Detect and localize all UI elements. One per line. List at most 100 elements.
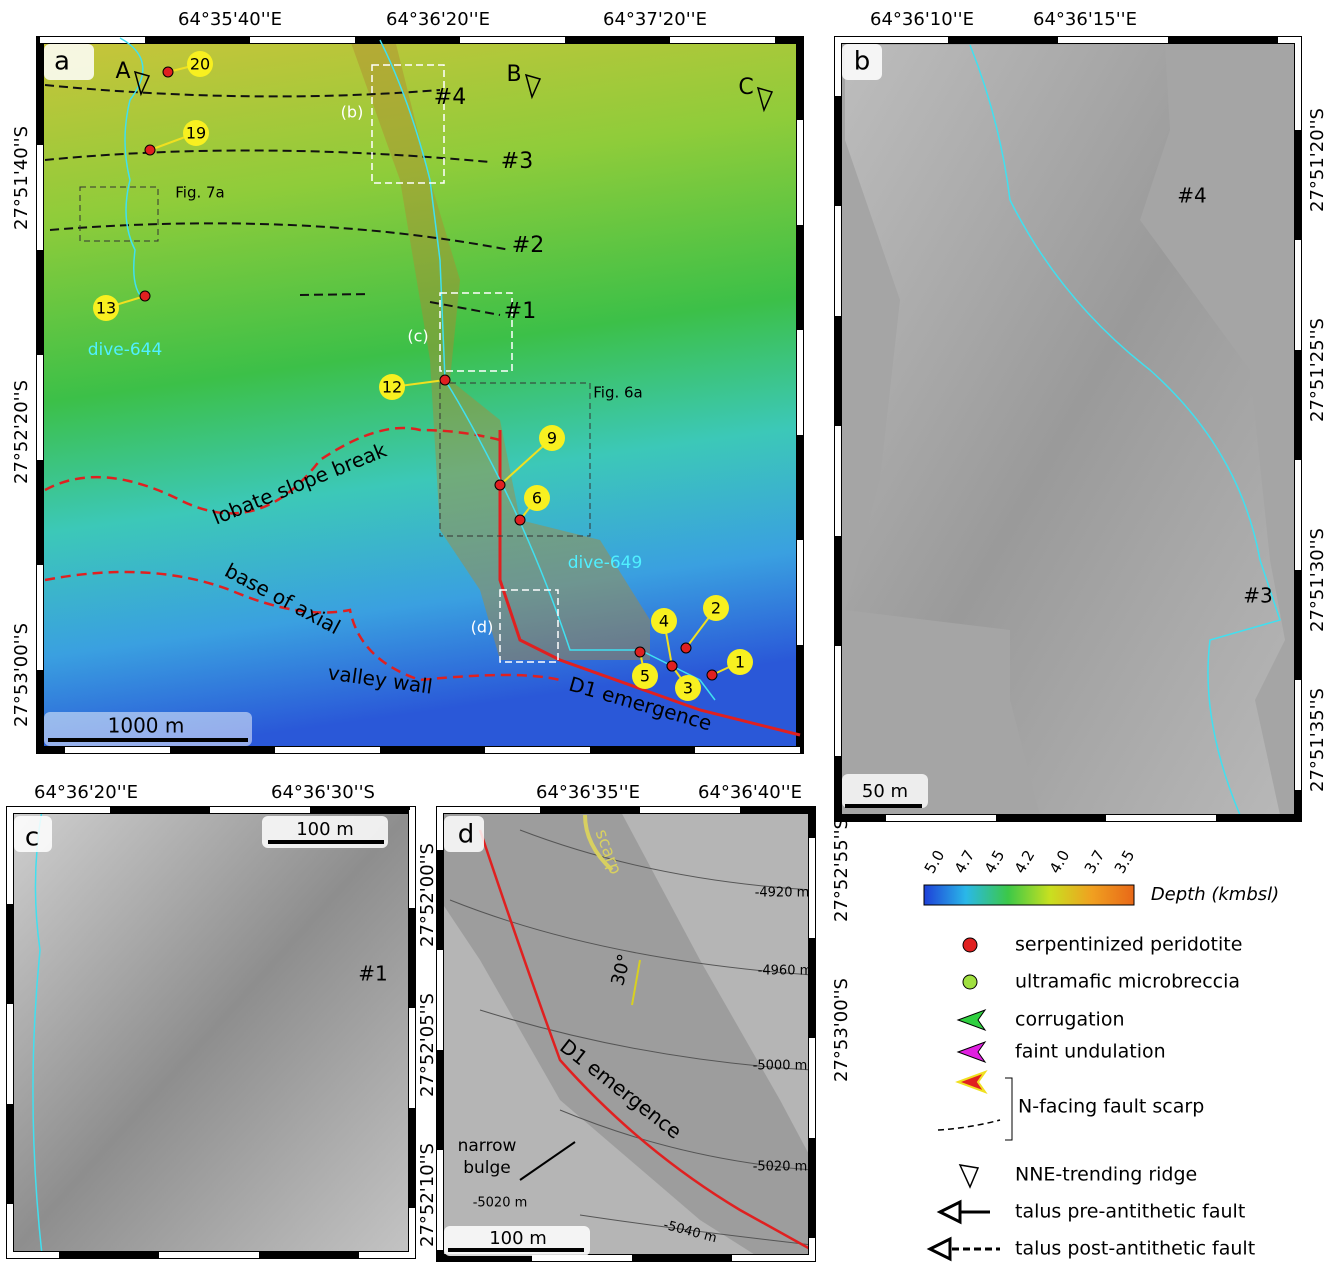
sample-number: 12 — [382, 378, 402, 397]
swatch-fault-scarp — [958, 1072, 985, 1092]
top-tick-label: 64°36'35''E — [536, 782, 640, 803]
bulge-label: bulge — [463, 1158, 511, 1178]
sample-number: 13 — [96, 299, 116, 318]
scale-label: 50 m — [862, 781, 908, 802]
left-tick-label: 27°51'40''S — [11, 126, 32, 230]
sample-site — [440, 375, 450, 385]
right-tick-label: 27°52'55''S — [831, 818, 852, 922]
legend-entry: ultramafic microbreccia — [1015, 971, 1240, 993]
right-tick-label: 27°52'05''S — [417, 993, 438, 1097]
legend-entry: talus post-antithetic fault — [1015, 1238, 1255, 1260]
bulge-label: narrow — [458, 1136, 517, 1156]
legend-entry: serpentinized peridotite — [1015, 934, 1242, 956]
dive-label: dive-644 — [88, 340, 163, 360]
sample-number: 19 — [186, 124, 206, 143]
legend-entry: NNE-trending ridge — [1015, 1164, 1197, 1186]
fault-label: #2 — [512, 233, 544, 258]
top-tick-label: 64°35'40''E — [178, 9, 282, 30]
figure-ref: Fig. 6a — [593, 384, 643, 402]
swatch-microbreccia — [963, 975, 977, 989]
right-tick-label: 27°52'10''S — [417, 1143, 438, 1247]
top-tick-label: 64°36'10''E — [870, 9, 974, 30]
right-tick-label: 27°51'20''S — [1307, 108, 1328, 212]
colorbar-title: Depth (kmbsl) — [1151, 884, 1279, 905]
colorbar-tick: 5.0 — [921, 847, 949, 877]
legend-entry: talus pre-antithetic fault — [1015, 1201, 1245, 1223]
legend-entry: corrugation — [1015, 1009, 1125, 1031]
scale-label: 100 m — [296, 819, 354, 840]
sample-site — [145, 145, 155, 155]
right-tick-label: 27°52'00''S — [417, 843, 438, 947]
sample-site — [667, 661, 677, 671]
left-tick-label: 27°53'00''S — [11, 623, 32, 727]
contour-label: -5020 m — [473, 1196, 528, 1211]
left-tick-label: 27°52'20''S — [11, 380, 32, 484]
sample-number: 6 — [532, 489, 542, 508]
fault-label: #3 — [1243, 584, 1272, 608]
panel-d — [440, 810, 812, 1258]
scale-label: 1000 m — [108, 714, 185, 738]
sample-number: 1 — [735, 653, 745, 672]
colorbar-tick: 4.0 — [1046, 847, 1074, 877]
fault-label: #4 — [1177, 184, 1206, 208]
right-tick-label: 27°53'00''S — [831, 978, 852, 1082]
top-tick-label: 64°36'20''E — [34, 782, 138, 803]
top-tick-label: 64°36'30''S — [271, 782, 375, 803]
scale-label: 100 m — [489, 1228, 547, 1249]
top-tick-label: 64°36'40''E — [698, 782, 802, 803]
swatch-fault-line — [938, 1120, 1000, 1130]
panel-label: d — [458, 820, 475, 850]
swatch-peridotite — [963, 938, 977, 952]
sample-number: 3 — [683, 679, 693, 698]
swatch-ridge — [960, 1165, 978, 1187]
contour-label: -4920 m — [755, 886, 810, 901]
colorbar-tick: 4.2 — [1011, 847, 1039, 877]
legend-entry: N-facing fault scarp — [1018, 1096, 1204, 1118]
swatch-undulation — [958, 1042, 985, 1062]
swatch-talus-post — [930, 1239, 950, 1259]
sample-number: 9 — [547, 429, 557, 448]
inset-label: (c) — [407, 327, 428, 346]
swatch-corrugation — [958, 1010, 985, 1030]
sample-site — [635, 647, 645, 657]
colorbar-tick: 4.5 — [981, 847, 1009, 877]
colorbar-tick: 3.7 — [1081, 847, 1109, 877]
contour-label: -5000 m — [753, 1059, 808, 1074]
figure-ref: Fig. 7a — [175, 184, 225, 202]
right-tick-label: 27°51'35''S — [1307, 688, 1328, 792]
inset-label: (b) — [341, 103, 364, 122]
right-tick-label: 27°51'25''S — [1307, 318, 1328, 422]
colorbar — [924, 885, 1134, 905]
dive-label: dive-649 — [568, 553, 643, 573]
sample-number: 2 — [711, 599, 721, 618]
sample-site — [495, 480, 505, 490]
sample-site — [163, 67, 173, 77]
panel-b — [838, 40, 1298, 818]
fault-label: #3 — [501, 149, 533, 174]
ridge-label: B — [506, 62, 521, 87]
sample-number: 4 — [659, 612, 669, 631]
sample-number: 5 — [640, 667, 650, 686]
colorbar-tick: 3.5 — [1111, 847, 1139, 877]
fault-label: #4 — [434, 85, 466, 110]
right-tick-label: 27°51'30''S — [1307, 528, 1328, 632]
top-tick-label: 64°36'15''E — [1033, 9, 1137, 30]
top-tick-label: 64°36'20''E — [386, 9, 490, 30]
hillshade — [10, 810, 412, 1255]
inset-label: (d) — [471, 618, 494, 637]
sample-number: 20 — [190, 55, 210, 74]
panel-label: b — [854, 47, 871, 77]
ridge-label: A — [115, 59, 130, 84]
contour-label: -4960 m — [758, 964, 813, 979]
sample-site — [140, 291, 150, 301]
legend-entry: faint undulation — [1015, 1041, 1166, 1063]
panel-label: c — [25, 823, 39, 853]
swatch-talus-pre — [940, 1202, 990, 1222]
bracket — [1005, 1078, 1012, 1140]
fault-label: #1 — [504, 299, 536, 324]
panel-c — [10, 810, 412, 1255]
top-tick-label: 64°37'20''E — [603, 9, 707, 30]
contour-label: -5020 m — [753, 1160, 808, 1175]
colorbar-tick: 4.7 — [951, 847, 979, 877]
sample-site — [707, 670, 717, 680]
